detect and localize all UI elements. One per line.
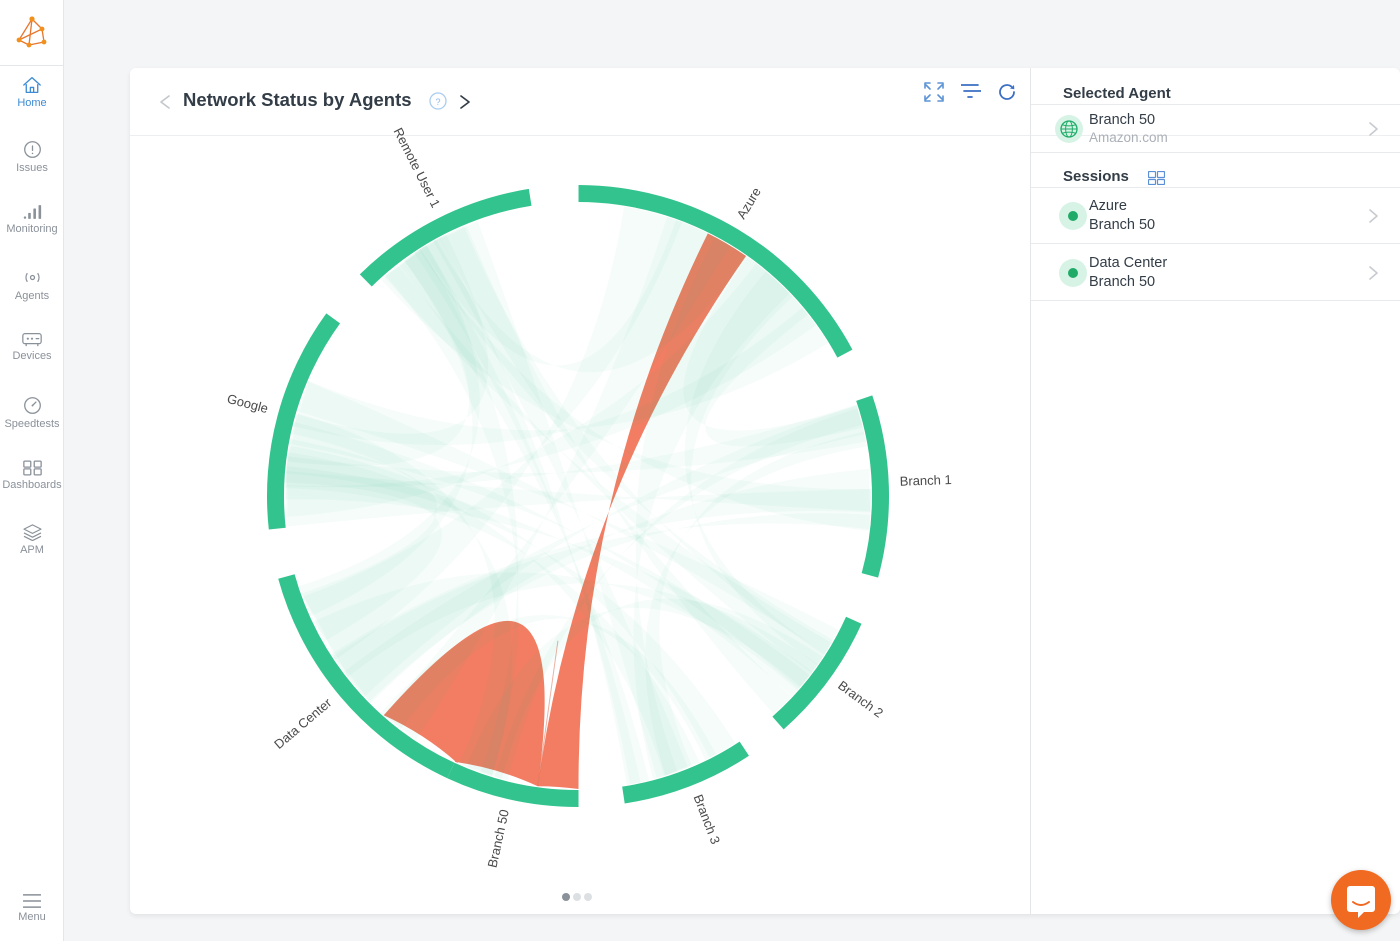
svg-text:Branch 50: Branch 50: [485, 808, 512, 869]
svg-text:Remote User 1: Remote User 1: [391, 125, 444, 210]
svg-text:Azure: Azure: [734, 185, 764, 222]
svg-text:Branch 2: Branch 2: [835, 678, 886, 721]
svg-text:Branch 1: Branch 1: [899, 472, 951, 489]
svg-text:Google: Google: [226, 391, 270, 416]
svg-text:Branch 3: Branch 3: [691, 792, 724, 846]
svg-text:Data Center: Data Center: [271, 695, 335, 752]
